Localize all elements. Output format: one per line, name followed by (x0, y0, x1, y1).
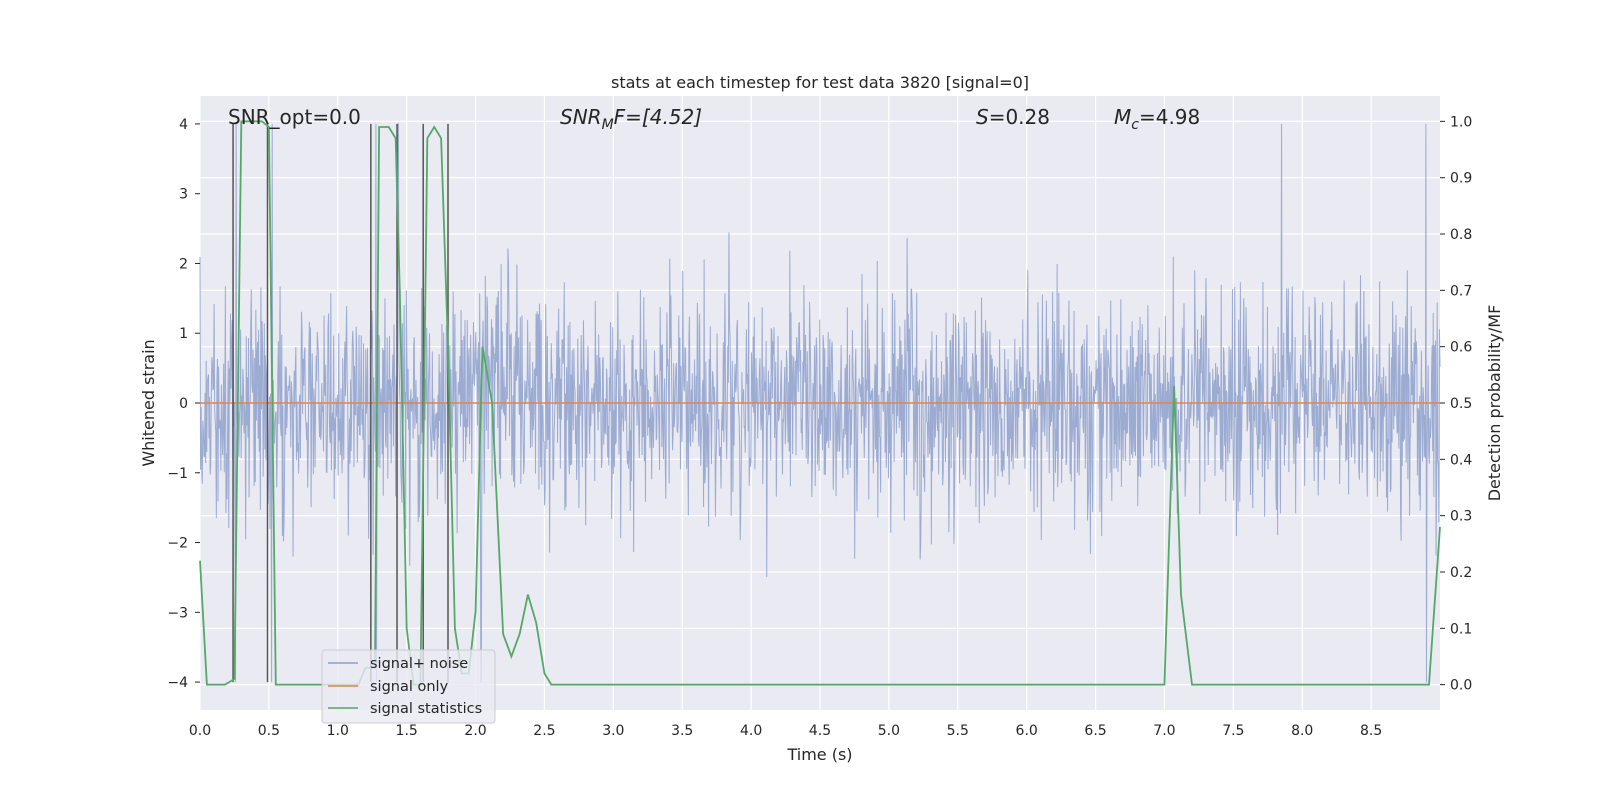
legend-box (321, 649, 496, 724)
annotation-s-value: =0.28 (989, 105, 1050, 129)
legend: signal+ noise signal only signal statist… (321, 649, 496, 724)
annotation-snr-mf-value: F=[4.52] (614, 105, 702, 129)
annotation-mc-sub: c (1131, 117, 1139, 133)
y-tick-label: 2 (179, 256, 188, 272)
y2-tick-label: 0.8 (1450, 227, 1472, 243)
y2-tick-label: 0.7 (1450, 283, 1472, 299)
annotation-mc: Mc=4.98 (1114, 105, 1200, 133)
annotation-snr-opt: SNR_opt=0.0 (228, 105, 361, 129)
y-tick-label: 4 (179, 117, 188, 133)
x-tick-label: 5.0 (878, 723, 900, 739)
x-axis-label: Time (s) (786, 745, 852, 764)
x-tick-label: 0.5 (258, 723, 280, 739)
y2-tick-label: 0.3 (1450, 509, 1472, 525)
annotation-mc-value: =4.98 (1139, 105, 1200, 129)
y-tick-label: −4 (167, 675, 188, 691)
chart-title: stats at each timestep for test data 382… (611, 73, 1029, 92)
annotation-s: S=0.28 (976, 105, 1050, 129)
x-tick-label: 4.0 (740, 723, 762, 739)
y-tick-label: 0 (179, 396, 188, 412)
series-signal-statistics (199, 120, 1441, 686)
signal-plus-noise-line (199, 123, 1441, 683)
y-tick-label: −3 (167, 605, 188, 621)
x-tick-label: 2.5 (533, 723, 555, 739)
annotation-snr-mf: SNRMF=[4.52] (560, 105, 702, 133)
y-axis-label: Whitened strain (139, 339, 158, 466)
x-tick-label: 3.5 (671, 723, 693, 739)
y2-tick-label: 0.1 (1450, 621, 1472, 637)
legend-label-signal-statistics: signal statistics (370, 701, 482, 717)
y-tick-label: 3 (179, 187, 188, 203)
x-tick-label: 5.5 (947, 723, 969, 739)
y2-tick-label: 1.0 (1450, 114, 1472, 130)
x-tick-label: 8.5 (1360, 723, 1382, 739)
y2-tick-label: 0.9 (1450, 171, 1472, 187)
y2-tick-label: 0.6 (1450, 340, 1472, 356)
x-tick-label: 6.0 (1016, 723, 1038, 739)
x-tick-label: 7.5 (1222, 723, 1244, 739)
series-signal-plus-noise (199, 123, 1441, 683)
y2-tick-label: 0.2 (1450, 565, 1472, 581)
x-tick-label: 2.0 (464, 723, 486, 739)
axis-ticks: 0.0 0.5 1.0 1.5 2.0 2.5 3.0 3.5 4.0 4.5 5.0 5.5 6.0 6… (167, 114, 1472, 739)
x-tick-label: 4.5 (809, 723, 831, 739)
y2-axis-label: Detection probability/MF (1485, 305, 1504, 502)
x-tick-label: 1.5 (396, 723, 418, 739)
y-tick-label: −2 (167, 536, 188, 552)
x-tick-label: 1.0 (327, 723, 349, 739)
x-tick-label: 6.5 (1084, 723, 1106, 739)
annotation-mc-label: M (1114, 105, 1131, 129)
y2-tick-label: 0.0 (1450, 678, 1472, 694)
annotation-snr-mf-sub: M (602, 117, 614, 133)
y-tick-label: 1 (179, 326, 188, 342)
legend-label-signal-plus-noise: signal+ noise (370, 656, 468, 672)
annotation-snr-mf-label: SNR (560, 105, 602, 129)
x-tick-label: 3.0 (602, 723, 624, 739)
y2-tick-label: 0.4 (1450, 452, 1472, 468)
annotation-s-label: S (976, 105, 989, 129)
signal-statistics-line (199, 120, 1441, 686)
x-tick-label: 0.0 (189, 723, 211, 739)
y-tick-label: −1 (167, 466, 188, 482)
legend-label-signal-only: signal only (370, 679, 449, 695)
y2-tick-label: 0.5 (1450, 396, 1472, 412)
x-tick-label: 7.0 (1153, 723, 1175, 739)
x-tick-label: 8.0 (1291, 723, 1313, 739)
